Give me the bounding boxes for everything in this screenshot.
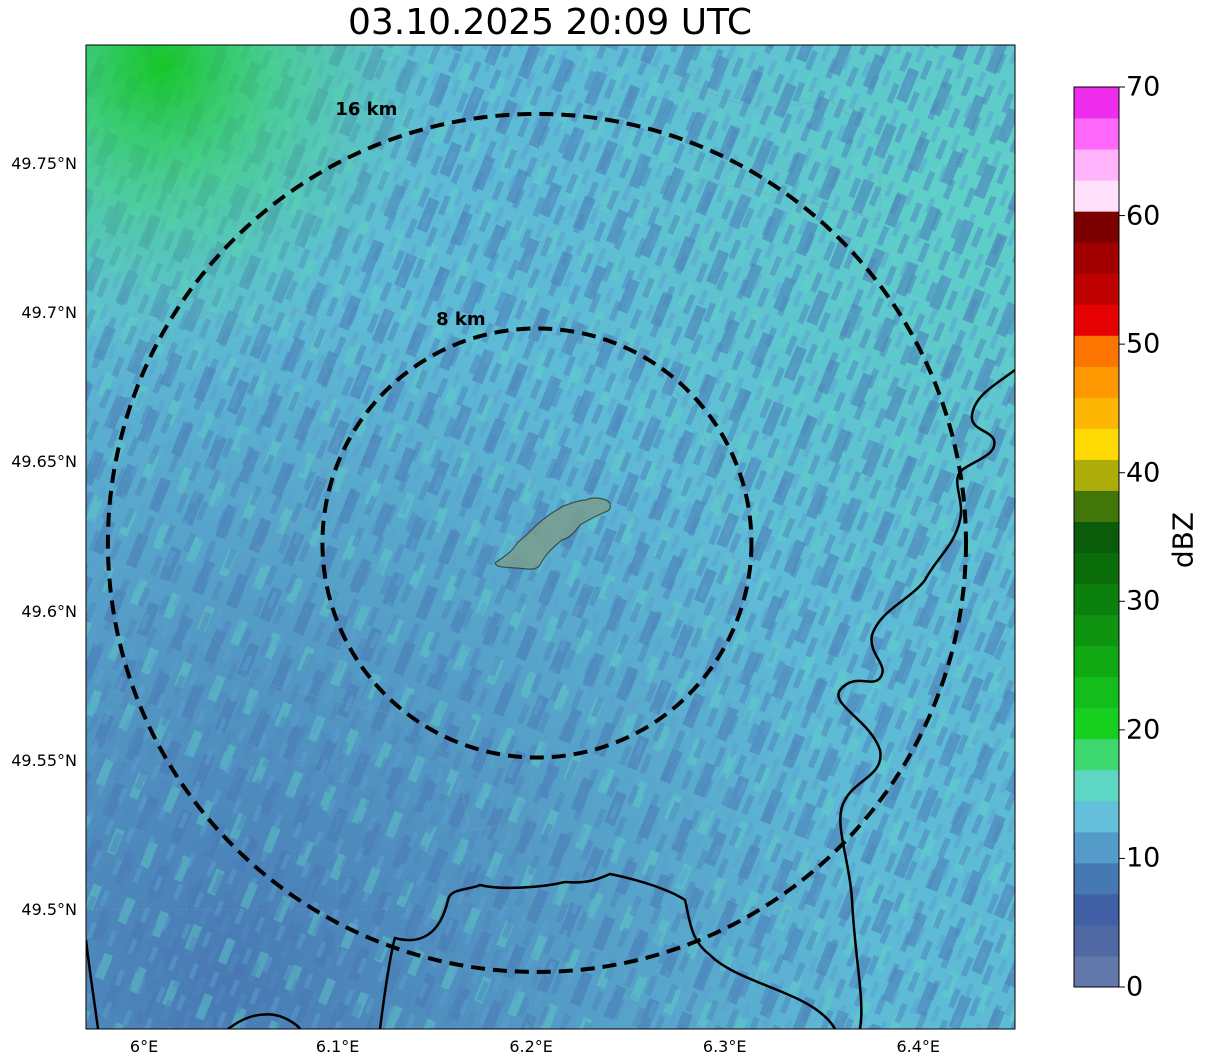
colorbar-swatch: [1074, 552, 1119, 585]
colorbar-tick-label: 0: [1126, 971, 1144, 1003]
colorbar-tick-label: 20: [1126, 714, 1161, 746]
colorbar-swatch: [1074, 738, 1119, 771]
colorbar-swatch: [1074, 180, 1119, 212]
colorbar-swatch: [1074, 397, 1119, 429]
colorbar-swatch: [1074, 273, 1119, 305]
colorbar-swatch: [1074, 583, 1119, 616]
colorbar-unit-label: dBZ: [1166, 511, 1200, 569]
colorbar-swatch: [1074, 769, 1119, 802]
colorbar-swatch: [1074, 893, 1119, 926]
latitude-label: 49.6°N: [21, 601, 77, 621]
colorbar-swatch: [1074, 955, 1119, 988]
longitude-label: 6.3°E: [702, 1037, 747, 1056]
radar-field: [86, 45, 1015, 1029]
latitude-label: 49.5°N: [21, 899, 77, 919]
border-lux-germany: [837, 368, 1015, 1029]
longitude-label: 6.1°E: [315, 1037, 360, 1056]
longitude-label: 6.4°E: [896, 1037, 940, 1056]
colorbar-swatch: [1074, 118, 1119, 150]
map-frame: [85, 44, 1016, 1030]
colorbar-tick-label: 30: [1126, 585, 1161, 617]
colorbar-swatch: [1074, 676, 1119, 709]
colorbar-swatch: [1074, 304, 1119, 336]
commune-boundaries: [119, 59, 881, 831]
border-south-west: [227, 1013, 302, 1029]
longitude-label: 6.2°E: [509, 1037, 553, 1056]
longitude-label: 6°E: [129, 1037, 159, 1056]
colorbar-swatch: [1074, 87, 1119, 119]
colorbar-tick-label: 50: [1126, 328, 1161, 360]
colorbar-frame: [1073, 86, 1120, 988]
colorbar-swatch: [1074, 707, 1119, 740]
colorbar-swatch: [1074, 924, 1119, 957]
border-lux-france: [378, 872, 837, 1029]
colorbar-swatch: [1074, 211, 1119, 243]
colorbar-tick-label: 60: [1126, 200, 1161, 232]
colorbar-tick-label: 70: [1126, 71, 1161, 103]
colorbar-swatch: [1074, 459, 1119, 491]
latitude-label: 49.55°N: [11, 750, 77, 770]
colorbar-swatch: [1074, 521, 1119, 554]
colorbar-swatch: [1074, 614, 1119, 647]
latitude-label: 49.7°N: [21, 303, 77, 323]
colorbar-swatch: [1074, 800, 1119, 833]
map-title: 03.10.2025 20:09 UTC: [347, 2, 753, 43]
colorbar-tick-label: 40: [1126, 457, 1161, 489]
luxembourg-city-outline: [494, 497, 611, 570]
range-ring-8km: [320, 326, 754, 760]
latitude-label: 49.75°N: [11, 154, 77, 174]
range-ring-label: 16 km: [335, 98, 398, 120]
range-ring-16km: [105, 111, 968, 975]
colorbar-swatch: [1074, 335, 1119, 367]
colorbar-swatch: [1074, 242, 1119, 274]
latitude-label: 49.65°N: [11, 452, 77, 472]
colorbar-swatch: [1074, 149, 1119, 181]
colorbar-swatch: [1074, 831, 1119, 864]
colorbar-swatch: [1074, 490, 1119, 522]
colorbar-swatch: [1074, 366, 1119, 398]
colorbar-tick-label: 10: [1126, 842, 1161, 874]
colorbar-swatch: [1074, 428, 1119, 460]
range-ring-label: 8 km: [436, 308, 486, 330]
colorbar: [1074, 87, 1119, 988]
colorbar-swatch: [1074, 862, 1119, 895]
border-lux-belgium: [86, 939, 100, 1029]
colorbar-swatch: [1074, 645, 1119, 678]
